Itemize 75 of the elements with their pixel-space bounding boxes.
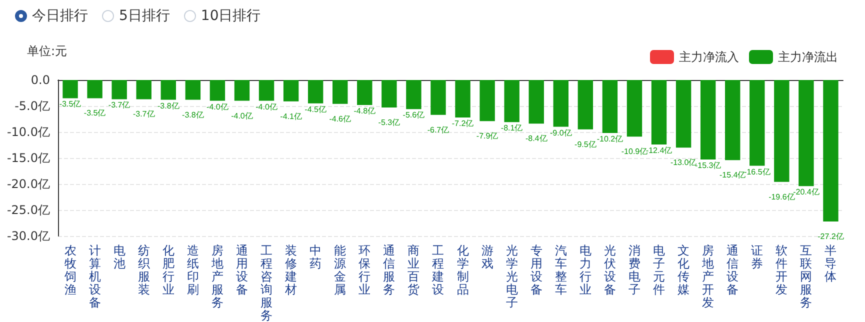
x-tick-label: 工程建设 <box>431 244 444 296</box>
data-label: -3.7亿 <box>108 100 130 110</box>
y-axis-title: 单位:元 <box>27 44 68 58</box>
x-tick-label: 证券 <box>751 244 764 270</box>
x-tick-label: 通信设备 <box>726 244 739 296</box>
data-label: -20.4亿 <box>793 188 820 197</box>
x-tick-label: 化学制品 <box>456 244 469 296</box>
x-tick-label: 软件开发 <box>776 244 788 296</box>
data-label: -9.0亿 <box>550 128 572 138</box>
data-label: -4.0亿 <box>206 102 228 112</box>
legend-label: 主力净流入 <box>679 50 739 64</box>
legend-label: 主力净流出 <box>778 50 838 64</box>
x-tick-label: 房地产开发 <box>701 244 714 310</box>
x-tick-label: 光伏设备 <box>604 244 616 296</box>
x-tick-label: 汽车整车 <box>554 244 567 296</box>
x-tick-label: 互联网服务 <box>800 244 812 310</box>
x-tick-label: 商业百货 <box>408 244 420 296</box>
x-tick-label: 游戏 <box>481 244 494 270</box>
text: 今日排行 <box>32 7 88 25</box>
data-label: -16.5亿 <box>744 167 770 176</box>
x-tick-label: 房地产服务 <box>210 244 224 310</box>
data-label: -4.8亿 <box>354 106 376 116</box>
x-tick-label: 通信服务 <box>383 244 396 296</box>
data-label: -13.0亿 <box>670 158 697 168</box>
text: 5日排行 <box>119 7 170 25</box>
data-label: -27.2亿 <box>818 232 844 241</box>
x-tick-label: 化肥行业 <box>162 244 174 296</box>
x-tick-label: 农牧饲渔 <box>63 244 76 296</box>
x-tick-label: 纺织服装 <box>138 244 150 296</box>
x-tick-label: 光学光电子 <box>506 244 518 310</box>
data-label: -8.4亿 <box>525 134 548 144</box>
data-label: -7.9亿 <box>476 132 498 141</box>
x-tick-label: 造纸印刷 <box>186 244 199 296</box>
data-label: -3.8亿 <box>157 101 180 110</box>
data-label: -4.0亿 <box>256 102 278 112</box>
x-tick-label: 专用设备 <box>530 244 542 296</box>
data-label: -3.5亿 <box>84 108 106 118</box>
data-label: -15.3亿 <box>694 161 722 170</box>
data-label: -19.6亿 <box>768 192 795 202</box>
text: 10日排行 <box>200 7 261 25</box>
data-label: -3.5亿 <box>59 100 82 109</box>
x-tick-label: 半导体 <box>824 244 837 284</box>
y-tick-label: -25.0亿 <box>6 203 50 217</box>
data-label: -10.2亿 <box>596 134 624 144</box>
data-label: -6.7亿 <box>427 125 450 134</box>
x-tick-label: 消费电子 <box>628 244 640 296</box>
data-label: -4.6亿 <box>329 114 352 124</box>
x-tick-label: 工程咨询服务 <box>260 244 273 322</box>
x-tick-label: 文化传媒 <box>678 244 690 296</box>
x-tick-label: 能源金属 <box>334 244 346 296</box>
data-label: -15.4亿 <box>719 170 746 180</box>
x-tick-label: 电池 <box>113 244 126 270</box>
x-tick-label: 电子元件 <box>653 244 666 296</box>
x-tick-label: 中药 <box>310 244 322 270</box>
data-label: -7.2亿 <box>452 118 474 128</box>
data-label: -5.3亿 <box>378 118 400 128</box>
data-label: -4.1亿 <box>280 112 302 121</box>
data-label: -9.5亿 <box>574 140 596 149</box>
x-tick-label: 计算机设备 <box>88 244 101 310</box>
y-tick-label: -30.0亿 <box>6 229 50 243</box>
x-tick-label: 环保行业 <box>358 244 371 296</box>
y-tick-label: 0.0 <box>30 73 50 87</box>
x-tick-label: 通用设备 <box>236 244 248 296</box>
data-label: -4.0亿 <box>231 111 253 120</box>
data-label: -3.8亿 <box>182 110 204 120</box>
y-tick-label: -15.0亿 <box>6 151 50 165</box>
data-label: -3.7亿 <box>132 110 155 119</box>
y-tick-label: -10.0亿 <box>6 125 50 139</box>
y-tick-label: -20.0亿 <box>6 177 50 191</box>
y-tick-label: -5.0亿 <box>14 99 50 113</box>
x-tick-label: 装修建材 <box>284 244 298 296</box>
data-label: -4.5亿 <box>304 104 326 114</box>
x-tick-label: 电力行业 <box>579 244 592 296</box>
data-label: -8.1亿 <box>500 124 523 133</box>
data-label: -5.6亿 <box>402 110 425 120</box>
